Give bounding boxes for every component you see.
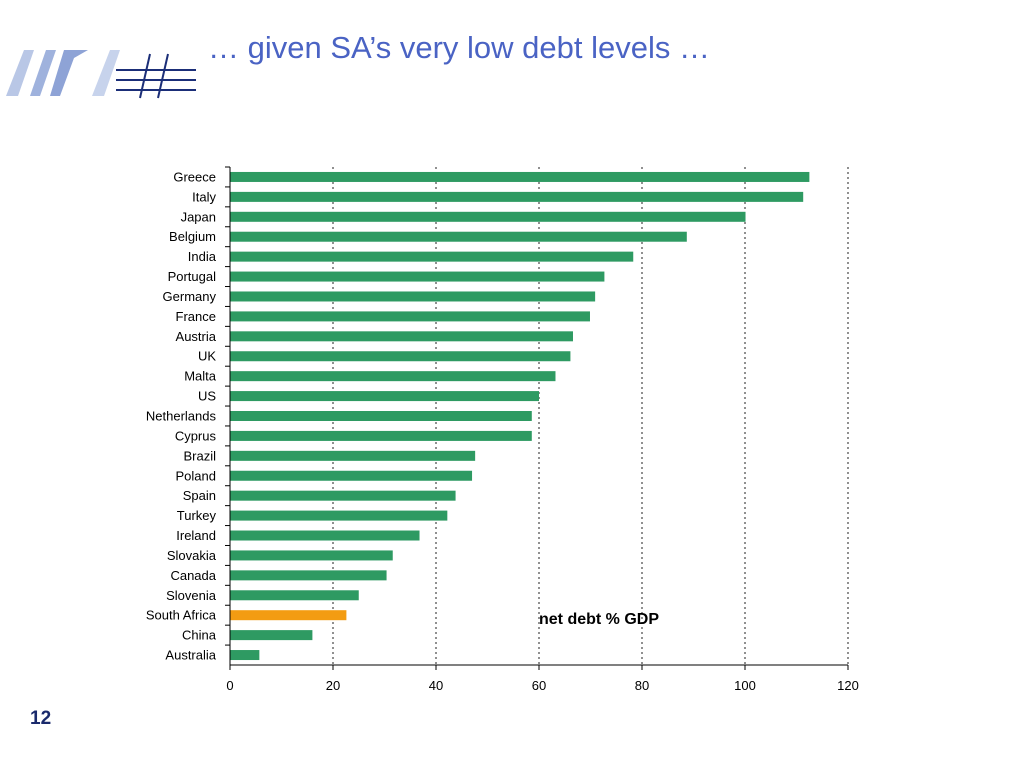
category-label: Turkey <box>177 508 217 523</box>
logo-stroke-1 <box>6 50 34 96</box>
bar-ireland <box>230 530 420 541</box>
bar-netherlands <box>230 411 532 421</box>
x-tick-label: 60 <box>532 678 546 693</box>
category-label: Belgium <box>169 229 216 244</box>
bar-slovakia <box>230 550 393 561</box>
logo-stroke-4 <box>92 50 120 96</box>
bar-us <box>230 391 539 402</box>
bar-south-africa <box>230 610 347 621</box>
bar-slovenia <box>230 590 359 601</box>
bar-spain <box>230 490 456 501</box>
bar-greece <box>230 171 810 182</box>
category-label: UK <box>198 349 216 364</box>
category-label: Germany <box>163 289 217 304</box>
category-label: Spain <box>183 488 216 503</box>
category-label: Japan <box>181 209 216 224</box>
category-label: Poland <box>176 468 216 483</box>
category-label: India <box>188 249 217 264</box>
category-label: Netherlands <box>146 409 217 424</box>
logo-hash-4 <box>139 53 151 99</box>
bar-italy <box>230 191 804 202</box>
company-logo <box>6 50 196 99</box>
category-label: Ireland <box>176 528 216 543</box>
bar-australia <box>230 650 260 661</box>
category-label: Greece <box>173 169 216 184</box>
bar-france <box>230 311 590 322</box>
category-label: France <box>176 309 216 324</box>
x-tick-label: 0 <box>226 678 233 693</box>
bar-canada <box>230 570 387 581</box>
bar-china <box>230 630 313 641</box>
category-label: South Africa <box>146 608 217 623</box>
category-label: Malta <box>184 369 217 384</box>
bar-portugal <box>230 271 605 282</box>
category-label: Italy <box>192 189 216 204</box>
bar-india <box>230 251 634 262</box>
chart-annotation: net debt % GDP <box>539 611 659 628</box>
category-label: Brazil <box>183 448 216 463</box>
logo-hash-5 <box>157 53 169 99</box>
bar-austria <box>230 331 573 342</box>
page-number: 12 <box>30 708 52 729</box>
logo-stroke-2 <box>30 50 56 96</box>
x-tick-label: 120 <box>837 678 859 693</box>
bar-japan <box>230 211 746 222</box>
category-label: Canada <box>170 568 216 583</box>
x-tick-label: 20 <box>326 678 340 693</box>
bar-uk <box>230 351 571 362</box>
bar-brazil <box>230 450 476 461</box>
category-label: Cyprus <box>175 428 217 443</box>
logo-stroke-3 <box>50 50 88 96</box>
bar-cyprus <box>230 430 532 441</box>
category-label: China <box>182 628 217 643</box>
x-tick-label: 100 <box>734 678 756 693</box>
bar-poland <box>230 470 473 481</box>
category-label: Australia <box>165 648 216 663</box>
bar-turkey <box>230 510 448 521</box>
bar-belgium <box>230 231 687 242</box>
bar-germany <box>230 291 596 302</box>
category-label: Slovakia <box>167 548 217 563</box>
x-tick-label: 40 <box>429 678 443 693</box>
slide-title: … given SA’s very low debt levels … <box>208 30 710 65</box>
category-label: Austria <box>176 329 217 344</box>
x-tick-label: 80 <box>635 678 649 693</box>
category-label: Portugal <box>168 269 217 284</box>
category-label: Slovenia <box>166 588 217 603</box>
category-label: US <box>198 389 216 404</box>
bar-malta <box>230 371 556 382</box>
